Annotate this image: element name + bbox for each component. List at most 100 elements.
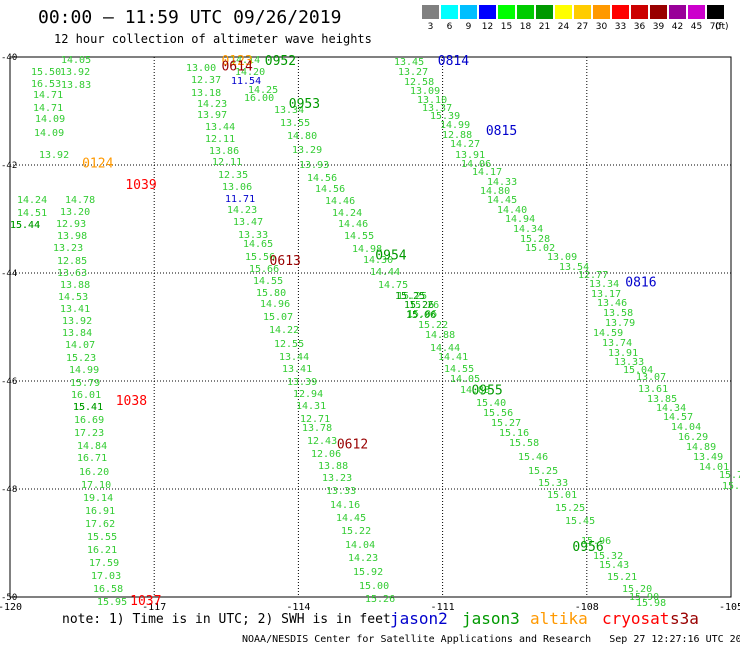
swh-value: 15.25 (528, 466, 558, 477)
swh-value: 14.14 (230, 55, 260, 66)
swh-value: 16.29 (678, 432, 708, 443)
swh-value: 15.07 (263, 312, 293, 323)
swh-value: 14.24 (332, 208, 362, 219)
swh-value: 13.92 (62, 316, 92, 327)
pass-time-label: 0612 (337, 437, 368, 452)
swh-value: 13.37 (422, 103, 452, 114)
swh-value: 14.34 (656, 403, 686, 414)
swh-value: 13.61 (638, 384, 668, 395)
swh-value: 11.71 (225, 194, 255, 205)
pass-time-label: 0613 (270, 254, 301, 269)
swh-value: 14.88 (425, 330, 455, 341)
swh-value: 15.21 (607, 572, 637, 583)
swh-value: 15.41 (73, 402, 103, 413)
swh-value: 15.43 (599, 560, 629, 571)
swh-value: 14.57 (663, 412, 693, 423)
x-tick-label: -105 (719, 602, 740, 613)
swh-value: 13.91 (608, 348, 638, 359)
swh-value: 14.99 (69, 365, 99, 376)
swh-value: 14.44 (370, 267, 400, 278)
swh-value: 19.14 (83, 493, 113, 504)
swh-value: 14.05 (450, 374, 480, 385)
colorbar-label: 9 (465, 22, 472, 32)
pass-time-label: 0614 (221, 59, 252, 74)
swh-value: 12.77 (578, 270, 608, 281)
swh-value: 14.55 (253, 276, 283, 287)
x-tick-label: -108 (575, 602, 599, 613)
swh-value: 15.56 (483, 408, 513, 419)
colorbar-label: 42 (671, 22, 684, 32)
swh-value: 15.92 (353, 567, 383, 578)
swh-value: 15.25 (722, 481, 740, 492)
swh-value: 15.40 (476, 398, 506, 409)
swh-value: 13.88 (318, 461, 348, 472)
colorbar-swatch (555, 5, 572, 19)
colorbar-unit: (ft) (715, 22, 729, 32)
swh-value: 14.71 (33, 103, 63, 114)
swh-value: 15.96 (581, 536, 611, 547)
pass-time-label: 0123 (221, 54, 252, 69)
swh-value: 11.54 (231, 76, 261, 87)
swh-value: 15.33 (538, 478, 568, 489)
swh-value: 14.25 (248, 85, 278, 96)
swh-value: 14.75 (378, 280, 408, 291)
swh-value: 13.93 (299, 160, 329, 171)
colorbar-swatch (650, 5, 667, 19)
swh-value: 14.80 (480, 186, 510, 197)
swh-value: 15.44 (10, 220, 40, 231)
swh-value: 13.44 (205, 122, 235, 133)
swh-value: 14.78 (65, 195, 95, 206)
colorbar-swatch (441, 5, 458, 19)
swh-value: 15.23 (66, 353, 96, 364)
swh-value: 16.53 (31, 79, 61, 90)
swh-value: 15.22 (341, 526, 371, 537)
colorbar-swatch (574, 5, 591, 19)
swh-value: 13.55 (280, 118, 310, 129)
swh-value: 14.53 (58, 292, 88, 303)
swh-value: 15.06 (407, 309, 437, 320)
y-tick-label: -50 (1, 593, 17, 603)
swh-value: 12.37 (191, 75, 221, 86)
swh-value: 13.00 (186, 63, 216, 74)
swh-value: 14.31 (296, 401, 326, 412)
colorbar-label: 24 (557, 22, 570, 32)
colorbar-label: 70 (709, 22, 722, 32)
swh-value: 15.04 (623, 365, 653, 376)
swh-value: 15.50 (31, 67, 61, 78)
swh-value: 13.88 (60, 280, 90, 291)
x-tick-label: -111 (431, 602, 455, 613)
colorbar-swatch (688, 5, 705, 19)
swh-value: 13.23 (53, 243, 83, 254)
swh-value: 13.86 (209, 146, 239, 157)
swh-value: 15.25 (397, 291, 427, 302)
swh-value: 17.03 (91, 571, 121, 582)
swh-value: 13.91 (455, 150, 485, 161)
swh-value: 16.69 (74, 415, 104, 426)
swh-value: 14.55 (444, 364, 474, 375)
colorbar-label: 18 (519, 22, 532, 32)
x-tick-label: -114 (286, 602, 310, 613)
swh-value: 15.44 (10, 220, 40, 231)
colorbar-swatch (460, 5, 477, 19)
swh-value: 16.21 (87, 545, 117, 556)
swh-value: 13.27 (398, 67, 428, 78)
swh-value: 14.46 (325, 196, 355, 207)
swh-value: 14.51 (17, 208, 47, 219)
swh-value: 17.62 (85, 519, 115, 530)
chart-subtitle: 12 hour collection of altimeter wave hei… (54, 32, 372, 46)
swh-value: 14.23 (197, 99, 227, 110)
swh-value: 12.11 (212, 157, 242, 168)
swh-value: 14.34 (513, 224, 543, 235)
colorbar-label: 12 (481, 22, 494, 32)
swh-value: 15.16 (499, 428, 529, 439)
swh-value: 14.65 (243, 239, 273, 250)
colorbar-swatch (707, 5, 724, 19)
swh-value: 14.44 (430, 343, 460, 354)
colorbar-label: 39 (652, 22, 665, 32)
swh-value: 14.17 (472, 167, 502, 178)
swh-value: 15.25 (555, 503, 585, 514)
swh-value: 14.16 (330, 500, 360, 511)
swh-value: 14.83 (460, 385, 490, 396)
swh-value: 12.94 (293, 389, 323, 400)
swh-value: 14.84 (77, 441, 107, 452)
